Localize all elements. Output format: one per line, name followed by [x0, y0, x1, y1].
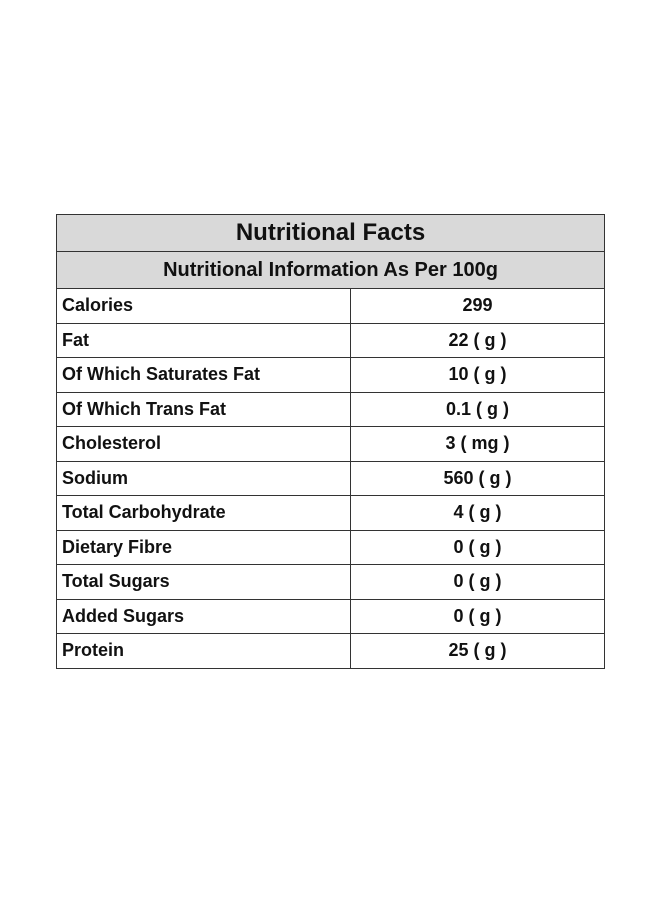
nutrient-value: 0.1 ( g ) — [349, 391, 606, 427]
table-row: Total Sugars 0 ( g ) — [56, 564, 606, 600]
nutrient-name: Cholesterol — [56, 426, 351, 462]
nutrient-value: 0 ( g ) — [349, 564, 606, 600]
nutrient-value: 560 ( g ) — [349, 460, 606, 496]
table-row: Of Which Trans Fat 0.1 ( g ) — [56, 391, 606, 427]
table-title: Nutritional Facts — [55, 214, 606, 252]
nutrient-value: 22 ( g ) — [349, 322, 606, 358]
table-row: Total Carbohydrate 4 ( g ) — [56, 495, 606, 531]
table-row: Calories 299 — [56, 288, 606, 324]
table-subtitle: Nutritional Information As Per 100g — [55, 251, 606, 289]
table-row: Cholesterol 3 ( mg ) — [56, 426, 606, 462]
nutrient-value: 4 ( g ) — [349, 495, 606, 531]
nutrient-name: Fat — [56, 322, 351, 358]
table-row: Fat 22 ( g ) — [56, 322, 606, 358]
nutrient-name: Sodium — [56, 460, 351, 496]
nutrient-name: Dietary Fibre — [56, 529, 351, 565]
nutrient-value: 0 ( g ) — [349, 529, 606, 565]
table-row: Added Sugars 0 ( g ) — [56, 598, 606, 634]
table-row: Of Which Saturates Fat 10 ( g ) — [56, 357, 606, 393]
table-row: Dietary Fibre 0 ( g ) — [56, 529, 606, 565]
nutrient-name: Of Which Saturates Fat — [56, 357, 351, 393]
nutrient-value: 3 ( mg ) — [349, 426, 606, 462]
table-row: Sodium 560 ( g ) — [56, 460, 606, 496]
nutrient-value: 10 ( g ) — [349, 357, 606, 393]
nutrient-value: 25 ( g ) — [349, 633, 606, 669]
nutrient-name: Total Sugars — [56, 564, 351, 600]
subtitle-row: Nutritional Information As Per 100g — [55, 251, 606, 289]
nutrition-facts-table: Nutritional Facts Nutritional Informatio… — [55, 214, 606, 669]
nutrient-name: Protein — [56, 633, 351, 669]
nutrient-value: 299 — [349, 288, 606, 324]
nutrient-name: Added Sugars — [56, 598, 351, 634]
nutrient-name: Calories — [56, 288, 351, 324]
nutrient-name: Total Carbohydrate — [56, 495, 351, 531]
nutrient-value: 0 ( g ) — [349, 598, 606, 634]
table-row: Protein 25 ( g ) — [56, 633, 606, 669]
title-row: Nutritional Facts — [55, 214, 606, 252]
nutrient-name: Of Which Trans Fat — [56, 391, 351, 427]
